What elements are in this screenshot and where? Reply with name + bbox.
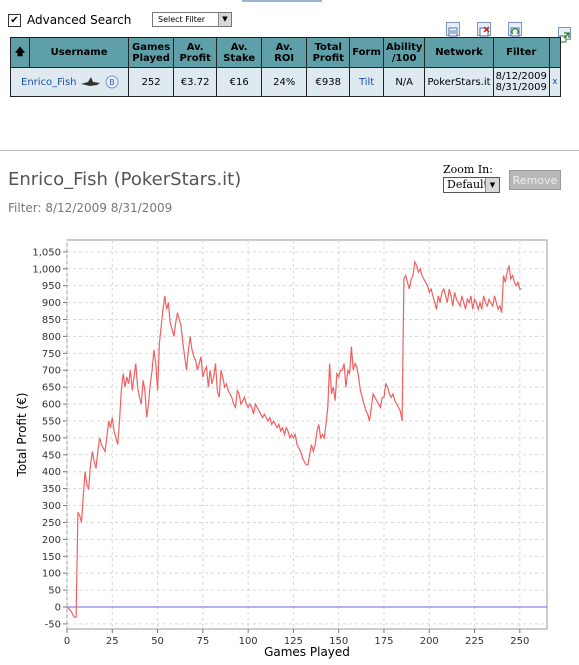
section-divider (0, 150, 579, 151)
network-cell: PokerStars.it (424, 67, 494, 97)
zoom-select-value: Default (447, 178, 488, 191)
total-profit-cell: €938 (306, 67, 351, 97)
y-tick-label: 250 (42, 518, 61, 529)
y-tick-label: 550 (42, 416, 61, 427)
y-tick-label: 700 (42, 366, 61, 377)
y-tick-label: 900 (42, 298, 61, 309)
username-link[interactable]: Enrico_Fish (21, 77, 77, 88)
y-tick-label: 100 (42, 569, 61, 580)
y-tick-label: 1,000 (32, 264, 61, 275)
info-bubble-icon[interactable]: B (105, 75, 119, 89)
x-tick-label: 75 (196, 636, 209, 647)
filter-summary: Filter: 8/12/2009 8/31/2009 (8, 201, 173, 215)
x-tick-label: 150 (329, 636, 348, 647)
x-tick-label: 50 (151, 636, 164, 647)
table-row[interactable]: Enrico_Fish B 252 €3.72 €16 24% €938 Til… (9, 67, 562, 97)
x-tick-label: 0 (64, 636, 70, 647)
x-tick-label: 200 (420, 636, 439, 647)
y-tick-label: 750 (42, 349, 61, 360)
y-tick-label: 1,050 (32, 247, 61, 258)
x-axis-label: Games Played (264, 645, 350, 659)
column-header-av-stake[interactable]: Av. Stake (216, 37, 263, 68)
refresh-icon[interactable] (508, 22, 522, 37)
column-header-filter[interactable]: Filter (492, 37, 550, 68)
column-header-total-profit[interactable]: Total Profit (306, 37, 351, 68)
x-tick-label: 100 (239, 636, 258, 647)
top-scroll-indicator (242, 0, 322, 2)
x-tick-label: 25 (106, 636, 119, 647)
filter-select-value: Select Filter (158, 15, 206, 24)
player-stats-table: 🡅 Username Games Played Av. Profit Av. S… (9, 37, 562, 97)
av-stake-cell: €16 (216, 67, 263, 97)
filter-select[interactable]: Select Filter ▼ (152, 12, 232, 27)
profit-chart: -500501001502002503003504004505005506006… (15, 239, 548, 659)
remove-button[interactable]: Remove (509, 170, 561, 190)
column-header-username[interactable]: Username (29, 37, 130, 68)
zoom-label: Zoom In: (443, 163, 493, 176)
y-tick-label: 850 (42, 315, 61, 326)
sort-arrow-icon[interactable]: 🡅 (9, 37, 31, 68)
av-profit-cell: €3.72 (173, 67, 218, 97)
y-tick-label: 300 (42, 501, 61, 512)
y-tick-label: 150 (42, 552, 61, 563)
export-icon[interactable] (446, 22, 460, 37)
y-tick-label: 50 (48, 586, 61, 597)
shark-icon (80, 77, 100, 86)
page-title: Enrico_Fish (PokerStars.it) (8, 169, 242, 190)
y-tick-label: 200 (42, 535, 61, 546)
advanced-search-toggle[interactable]: ✔ Advanced Search (8, 13, 131, 27)
x-tick-label: 225 (465, 636, 484, 647)
column-header-remove (548, 37, 562, 68)
axes: -500501001502002503003504004505005506006… (32, 247, 529, 647)
y-tick-label: 600 (42, 400, 61, 411)
column-header-av-profit[interactable]: Av. Profit (173, 37, 218, 68)
filter-from-date: 8/12/2009 (495, 71, 547, 82)
grid-lines (66, 240, 547, 629)
x-tick-label: 250 (510, 636, 529, 647)
svg-text:B: B (109, 78, 115, 87)
chevron-down-icon[interactable]: ▼ (218, 13, 231, 26)
delete-icon[interactable] (477, 22, 491, 37)
x-tick-label: 175 (374, 636, 393, 647)
plot-area (66, 239, 548, 630)
x-tick-label: 125 (284, 636, 303, 647)
filter-cell: 8/12/2009 8/31/2009 (492, 67, 550, 97)
y-tick-label: -50 (45, 619, 61, 630)
column-header-network[interactable]: Network (424, 37, 494, 68)
chevron-down-icon[interactable]: ▼ (485, 178, 499, 192)
popout-icon[interactable] (558, 27, 571, 43)
column-header-games-played[interactable]: Games Played (128, 37, 175, 68)
games-played-cell: 252 (128, 67, 175, 97)
y-tick-label: 0 (55, 603, 61, 614)
column-header-ability[interactable]: Ability /100 (382, 37, 426, 68)
profit-series-line (66, 260, 522, 618)
advanced-search-label: Advanced Search (27, 13, 132, 27)
column-header-form[interactable]: Form (349, 37, 384, 68)
remove-row-link[interactable]: x (548, 67, 562, 97)
y-tick-label: 500 (42, 433, 61, 444)
filter-to-date: 8/31/2009 (495, 82, 547, 93)
username-cell: Enrico_Fish B (9, 67, 130, 97)
ability-cell: N/A (382, 67, 426, 97)
y-tick-label: 950 (42, 281, 61, 292)
y-axis-label: Total Profit (€) (15, 393, 29, 478)
y-tick-label: 350 (42, 484, 61, 495)
y-tick-label: 650 (42, 383, 61, 394)
column-header-av-roi[interactable]: Av. ROI (261, 37, 308, 68)
y-tick-label: 400 (42, 467, 61, 478)
table-header-row: 🡅 Username Games Played Av. Profit Av. S… (9, 37, 562, 68)
advanced-search-checkbox[interactable]: ✔ (8, 13, 21, 27)
y-tick-label: 450 (42, 450, 61, 461)
form-cell[interactable]: Tilt (349, 67, 384, 97)
zoom-select[interactable]: Default ▼ (443, 177, 500, 193)
y-tick-label: 800 (42, 332, 61, 343)
av-roi-cell: 24% (261, 67, 308, 97)
